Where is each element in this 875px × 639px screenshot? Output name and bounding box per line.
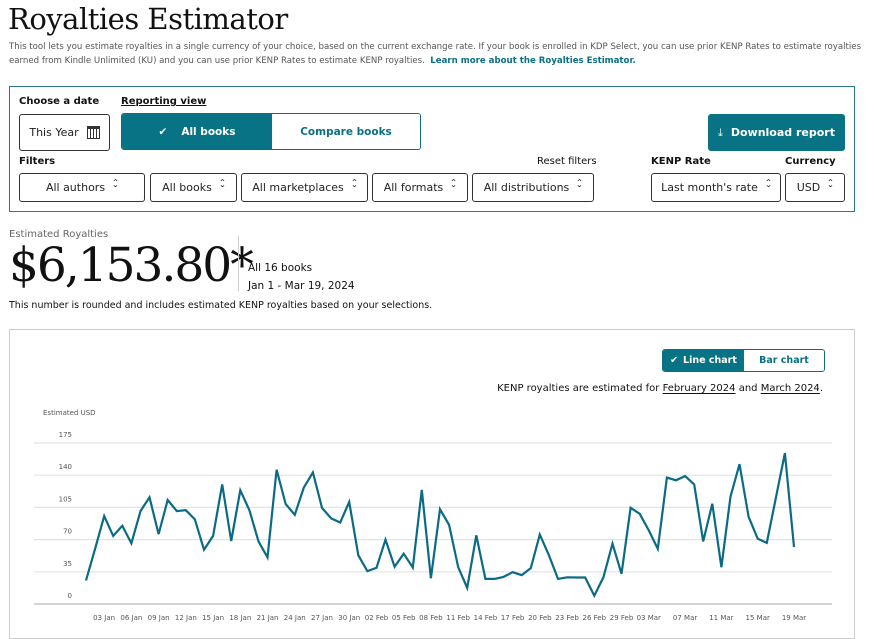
x-tick-label: 19 Mar [782,614,806,622]
royalties-series-line [86,453,794,596]
y-tick-label: 70 [63,528,72,536]
download-label: Download report [731,126,835,139]
y-axis-label: Estimated USD [43,409,96,417]
books-count: All 16 books [248,262,312,274]
filter-value: All marketplaces [252,181,344,194]
y-tick-label: 0 [68,592,72,600]
currency-label: Currency [785,156,836,167]
x-tick-label: 14 Feb [474,614,498,622]
rounding-footnote: This number is rounded and includes esti… [9,300,432,311]
x-tick-label: 18 Jan [229,614,251,622]
learn-more-link[interactable]: Learn more about the Royalties Estimator… [430,56,635,66]
select-value: USD [797,181,821,194]
x-tick-label: 03 Jan [93,614,115,622]
divider [238,236,239,291]
x-tick-label: 29 Feb [610,614,634,622]
compare-books-option[interactable]: Compare books [272,114,420,149]
x-tick-label: 17 Feb [501,614,525,622]
date-label: Choose a date [19,96,99,107]
y-tick-label: 140 [59,463,72,471]
x-tick-label: 11 Feb [446,614,470,622]
all-books-option[interactable]: ✔ All books [122,114,272,149]
date-picker[interactable]: This Year [19,114,110,151]
x-tick-label: 15 Mar [746,614,770,622]
option-label: Compare books [300,126,392,138]
reporting-view-label: Reporting view [121,96,206,107]
x-tick-label: 08 Feb [419,614,443,622]
y-tick-label: 105 [59,495,72,503]
download-icon: ⤓ [718,126,723,140]
x-tick-label: 30 Jan [338,614,360,622]
filter-value: All distributions [484,181,570,194]
x-tick-label: 11 Mar [709,614,733,622]
calendar-icon [87,126,100,139]
y-tick-label: 175 [59,431,72,439]
filter-value: All authors [46,181,105,194]
y-tick-label: 35 [63,560,72,568]
x-tick-label: 23 Feb [555,614,579,622]
option-label: All books [181,126,235,138]
x-tick-label: 06 Jan [120,614,142,622]
controls-panel: Choose a date This Year Reporting view ✔… [9,86,855,212]
x-tick-label: 02 Feb [365,614,389,622]
x-tick-label: 05 Feb [392,614,416,622]
reporting-view-toggle: ✔ All books Compare books [121,113,421,150]
x-tick-label: 12 Jan [175,614,197,622]
kenp-rate-label: KENP Rate [651,156,711,167]
check-icon: ✔ [159,126,168,138]
royalties-amount: $6,153.80* [9,238,252,293]
chart-container: ✔Line chart Bar chart KENP royalties are… [9,329,855,639]
page-description: This tool lets you estimate royalties in… [9,40,869,68]
x-tick-label: 24 Jan [284,614,306,622]
x-tick-label: 07 Mar [673,614,697,622]
filter-value: All books [162,181,212,194]
page-title: Royalties Estimator [8,2,288,36]
x-tick-label: 21 Jan [257,614,279,622]
select-value: Last month's rate [661,181,758,194]
reset-filters-link[interactable]: Reset filters [537,156,597,167]
filter-value: All formats [384,181,444,194]
date-range: Jan 1 - Mar 19, 2024 [248,280,355,292]
royalties-line-chart: Estimated USD 0 35 70 105 140 175 03 Jan 06 Jan 0… [10,330,856,630]
date-value: This Year [29,126,78,139]
x-tick-label: 15 Jan [202,614,224,622]
download-report-button[interactable]: ⤓ Download report [708,114,845,151]
x-tick-label: 03 Mar [637,614,661,622]
filters-label: Filters [19,156,55,167]
x-tick-label: 20 Feb [528,614,552,622]
x-tick-label: 26 Feb [583,614,607,622]
x-tick-label: 27 Jan [311,614,333,622]
x-tick-label: 09 Jan [148,614,170,622]
